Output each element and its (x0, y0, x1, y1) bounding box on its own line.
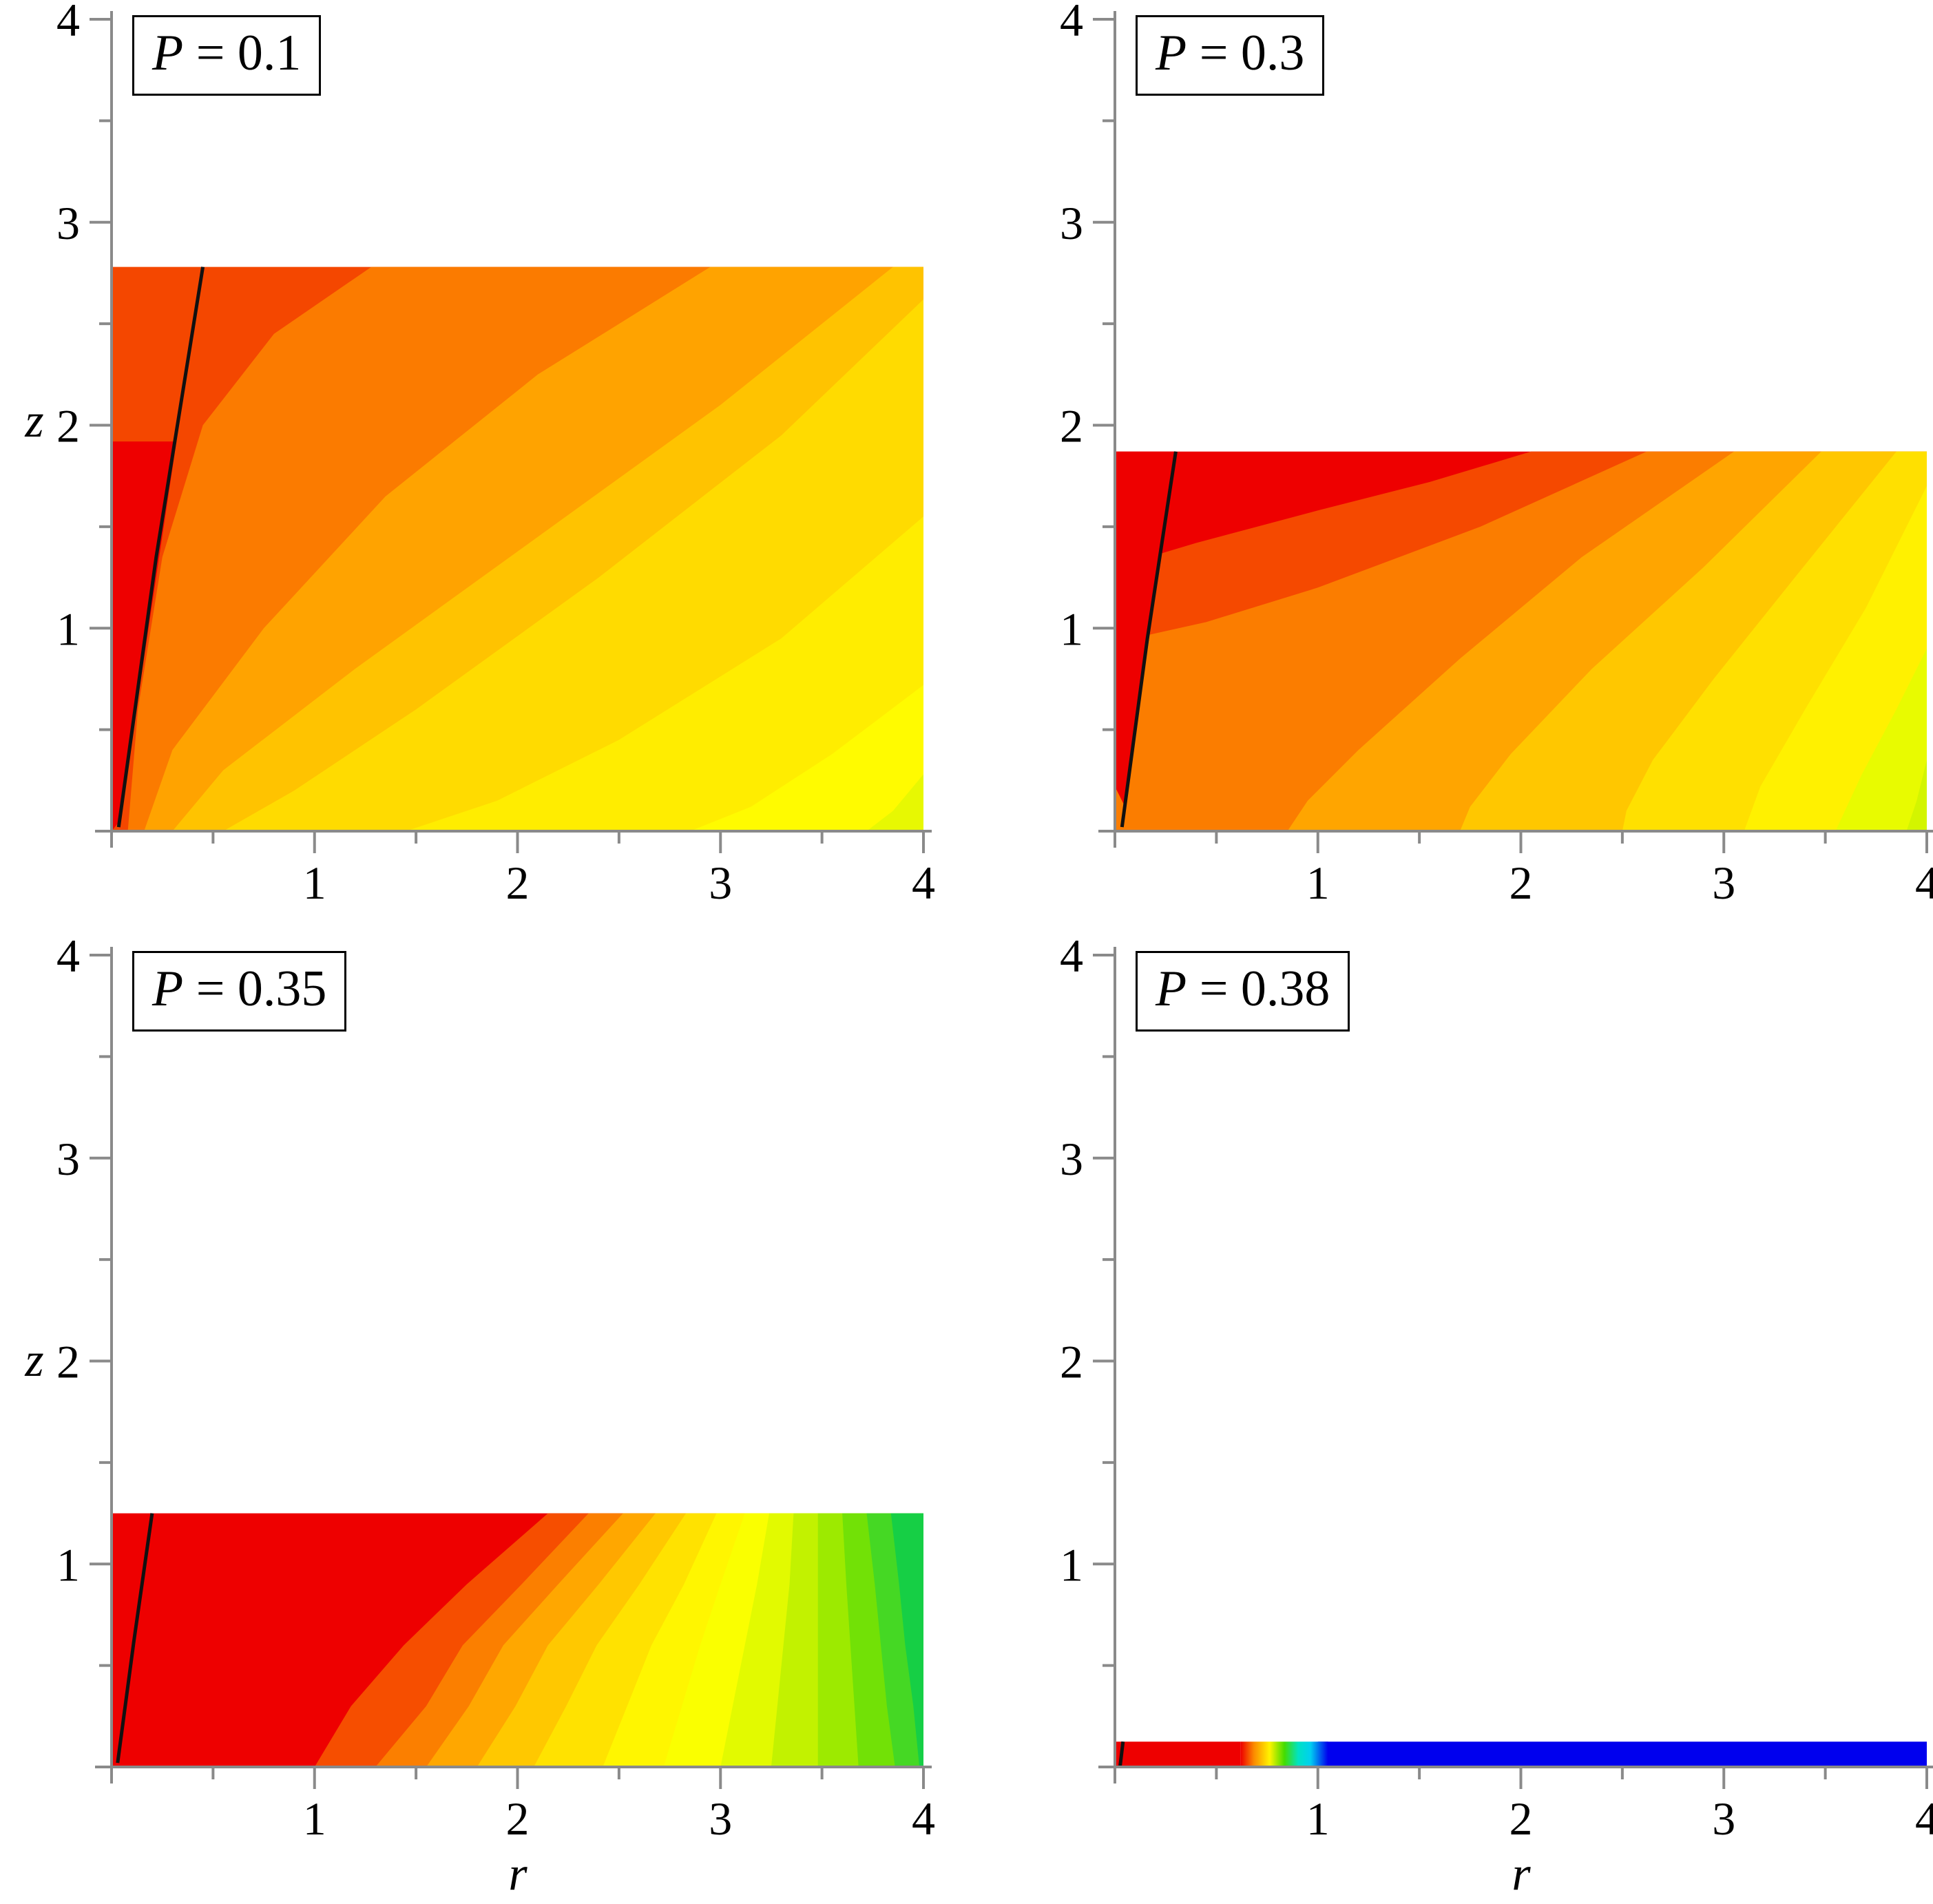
contour-band (866, 774, 923, 831)
y-tick-label: 3 (56, 1133, 80, 1185)
front-contour-line (1120, 451, 1178, 828)
panel-title-value: = 0.35 (183, 961, 327, 1017)
contour-band (1240, 1741, 1328, 1767)
x-tick-label: 3 (709, 1792, 732, 1845)
panel-title-symbol: P (152, 25, 184, 81)
y-tick-label: 1 (1060, 1538, 1083, 1591)
panel-title-symbol: P (1156, 25, 1187, 81)
panel-title-p035: P = 0.35 (132, 951, 347, 1032)
contour-band (1317, 1741, 1927, 1767)
panel-title-p03: P = 0.3 (1136, 15, 1325, 96)
x-tick-label: 4 (1915, 857, 1933, 909)
x-tick-label: 1 (303, 857, 326, 909)
front-contour-line (116, 266, 205, 828)
panel-title-value: = 0.38 (1187, 961, 1330, 1017)
y-tick-label: 2 (56, 400, 80, 452)
front-contour-line (1118, 1741, 1125, 1768)
x-tick-label: 3 (1712, 1792, 1735, 1845)
panel-title-symbol: P (152, 961, 184, 1017)
x-tick-label: 2 (1509, 1792, 1533, 1845)
y-tick-label: 4 (1060, 0, 1083, 46)
panel-title-p01: P = 0.1 (132, 15, 322, 96)
y-tick-label: 4 (56, 930, 80, 982)
y-tick-label: 4 (1060, 930, 1083, 982)
front-contour-line (116, 1513, 154, 1764)
contour-band (406, 516, 923, 831)
panel-title-value: = 0.3 (1187, 25, 1305, 81)
y-tick-label: 1 (56, 1538, 80, 1591)
y-tick-label: 3 (1060, 197, 1083, 249)
x-tick-label: 4 (912, 1792, 935, 1845)
y-tick-label: 2 (1060, 400, 1083, 452)
x-tick-label: 2 (506, 1792, 530, 1845)
y-axis-title-top-left: z (25, 395, 44, 448)
x-tick-label: 4 (912, 857, 935, 909)
y-axis-title-bottom-left: z (25, 1334, 44, 1387)
y-tick-label: 4 (56, 0, 80, 46)
x-tick-label: 3 (1712, 857, 1735, 909)
x-axis-title-bottom-right: r (1512, 1848, 1531, 1901)
x-tick-label: 1 (1306, 857, 1330, 909)
contour-band (1835, 648, 1927, 831)
y-tick-label: 1 (56, 603, 80, 655)
x-tick-label: 2 (506, 857, 530, 909)
y-tick-label: 1 (1060, 603, 1083, 655)
x-tick-label: 1 (303, 1792, 326, 1845)
contour-band (1906, 760, 1927, 831)
y-tick-label: 3 (1060, 1133, 1083, 1185)
contour-band (1115, 1741, 1241, 1767)
x-tick-label: 2 (1509, 857, 1533, 909)
panel-title-symbol: P (1156, 961, 1187, 1017)
x-tick-label: 4 (1915, 1792, 1933, 1845)
x-axis-title-bottom-left: r (508, 1848, 527, 1901)
y-tick-label: 2 (56, 1336, 80, 1388)
contour-band (690, 684, 923, 831)
contour-band (890, 1513, 923, 1767)
x-tick-label: 1 (1306, 1792, 1330, 1845)
panel-title-value: = 0.1 (183, 25, 302, 81)
x-tick-label: 3 (709, 857, 732, 909)
y-tick-label: 2 (1060, 1336, 1083, 1388)
panel-title-p038: P = 0.38 (1136, 951, 1350, 1032)
y-tick-label: 3 (56, 197, 80, 249)
